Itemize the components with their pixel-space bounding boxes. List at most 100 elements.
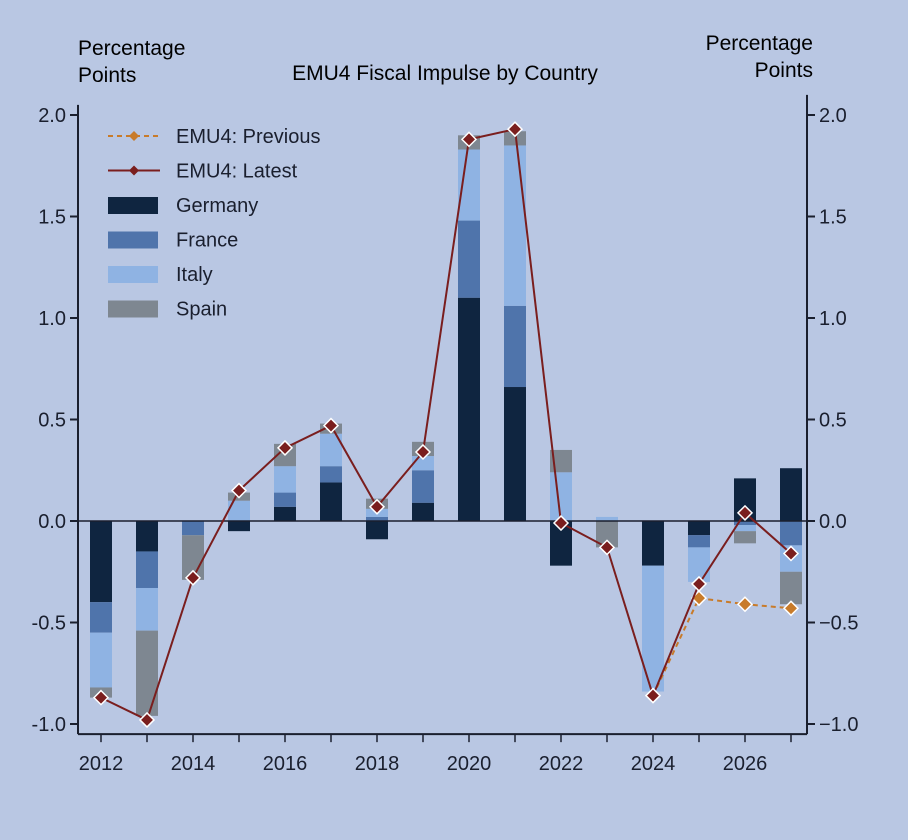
line-series-1 bbox=[100, 127, 792, 722]
right-axis-label-line1: Percentage bbox=[706, 32, 813, 55]
lines-layer bbox=[92, 121, 800, 729]
marker-series-1-2015 bbox=[230, 482, 248, 499]
x-tick-label-2022: 2022 bbox=[539, 753, 584, 775]
bar-france-2016 bbox=[274, 492, 296, 507]
bar-italy-2016 bbox=[274, 466, 296, 493]
legend-label-line-0: EMU4: Previous bbox=[176, 126, 321, 148]
marker-series-1-2027 bbox=[782, 545, 800, 562]
bar-spain-2013 bbox=[136, 630, 158, 716]
x-tick-label-2012: 2012 bbox=[79, 753, 124, 775]
legend-marker-1 bbox=[129, 165, 139, 176]
bar-italy-2020 bbox=[458, 149, 480, 221]
x-tick-label-2024: 2024 bbox=[631, 753, 676, 775]
bar-germany-2015 bbox=[228, 521, 250, 532]
x-tick-label-2016: 2016 bbox=[263, 753, 308, 775]
legend-label-spain: Spain bbox=[176, 299, 227, 321]
x-tick-label-2026: 2026 bbox=[723, 753, 768, 775]
bar-spain-2026 bbox=[734, 531, 756, 544]
left-tick-label-1: 1.5 bbox=[38, 207, 66, 229]
bar-france-2025 bbox=[688, 535, 710, 548]
marker-series-1-2014 bbox=[184, 569, 202, 586]
bar-italy-2024 bbox=[642, 565, 664, 692]
bar-germany-2021 bbox=[504, 387, 526, 521]
bars-layer bbox=[90, 131, 802, 716]
bar-italy-2026 bbox=[734, 525, 756, 532]
x-tick-label-2014: 2014 bbox=[171, 753, 216, 775]
legend-swatch-germany bbox=[108, 197, 158, 214]
bar-germany-2022 bbox=[550, 521, 572, 566]
marker-series-0-2027 bbox=[782, 600, 800, 617]
x-tick-label-2018: 2018 bbox=[355, 753, 400, 775]
bar-italy-2021 bbox=[504, 145, 526, 306]
marker-series-1-2021 bbox=[506, 121, 524, 138]
marker-series-1-2016 bbox=[276, 439, 294, 456]
marker-series-1-2018 bbox=[368, 498, 386, 515]
right-tick-label-0: 2.0 bbox=[819, 105, 847, 127]
line-series-0 bbox=[652, 597, 792, 697]
bar-spain-2022 bbox=[550, 449, 572, 473]
right-tick-label-1: 1.5 bbox=[819, 207, 847, 229]
marker-series-1-2020 bbox=[460, 131, 478, 148]
right-tick-label-4: 0.0 bbox=[819, 511, 847, 533]
legend-label-france: France bbox=[176, 230, 238, 252]
right-tick-label-5: −0.5 bbox=[819, 613, 858, 635]
bar-france-2014 bbox=[182, 521, 204, 536]
marker-series-1-2012 bbox=[92, 689, 110, 706]
bar-spain-2027 bbox=[780, 571, 802, 605]
legend-label-germany: Germany bbox=[176, 195, 258, 217]
axes-layer: 2.0 2.0 1.5 1.5 1.0 1.0 0.5 0.5 0.0 0.0 -0.5 −0.5 -1… bbox=[32, 94, 858, 775]
right-tick-label-6: −1.0 bbox=[819, 714, 858, 736]
marker-series-1-2026 bbox=[736, 504, 754, 521]
marker-series-1-2017 bbox=[322, 417, 340, 434]
marker-series-0-2026 bbox=[736, 596, 754, 613]
bar-germany-2016 bbox=[274, 506, 296, 521]
legend-label-line-1: EMU4: Latest bbox=[176, 161, 298, 183]
bar-france-2012 bbox=[90, 602, 112, 633]
legend-swatch-spain bbox=[108, 300, 158, 318]
bar-germany-2020 bbox=[458, 297, 480, 521]
marker-series-1-2013 bbox=[138, 711, 156, 729]
left-tick-label-6: -1.0 bbox=[32, 714, 66, 736]
bar-germany-2012 bbox=[90, 521, 112, 603]
marker-series-1-2022 bbox=[552, 514, 570, 532]
legend: EMU4: Previous EMU4: Latest Germany France I… bbox=[108, 126, 321, 321]
x-tick-label-2020: 2020 bbox=[447, 753, 492, 775]
bar-italy-2012 bbox=[90, 632, 112, 688]
left-axis-label-line2: Points bbox=[78, 64, 136, 87]
bar-france-2018 bbox=[366, 516, 388, 521]
bar-germany-2019 bbox=[412, 502, 434, 521]
bar-france-2019 bbox=[412, 470, 434, 503]
marker-series-1-2024 bbox=[644, 687, 662, 704]
right-tick-label-3: 0.5 bbox=[819, 410, 847, 432]
bar-germany-2025 bbox=[688, 521, 710, 536]
marker-series-1-2025 bbox=[690, 575, 708, 592]
bar-france-2017 bbox=[320, 466, 342, 483]
bar-italy-2023 bbox=[596, 516, 618, 521]
bar-italy-2017 bbox=[320, 433, 342, 467]
bar-italy-2015 bbox=[228, 500, 250, 521]
bar-italy-2013 bbox=[136, 587, 158, 631]
marker-series-1-2023 bbox=[598, 539, 616, 556]
bar-germany-2024 bbox=[642, 521, 664, 566]
bar-france-2027 bbox=[780, 521, 802, 546]
left-tick-label-0: 2.0 bbox=[38, 105, 66, 127]
marker-series-1-2019 bbox=[414, 443, 432, 461]
bar-spain-2023 bbox=[596, 521, 618, 548]
bar-italy-2025 bbox=[688, 547, 710, 582]
legend-swatch-italy bbox=[108, 266, 158, 283]
legend-label-italy: Italy bbox=[176, 264, 213, 286]
chart-title: EMU4 Fiscal Impulse by Country bbox=[292, 62, 598, 85]
bar-spain-2021 bbox=[504, 131, 526, 146]
legend-swatch-france bbox=[108, 231, 158, 249]
left-tick-label-5: -0.5 bbox=[32, 613, 66, 635]
right-axis-label-line2: Points bbox=[755, 59, 813, 82]
left-axis-label-line1: Percentage bbox=[78, 37, 185, 60]
bar-france-2026 bbox=[734, 521, 756, 526]
bar-germany-2018 bbox=[366, 521, 388, 540]
left-tick-label-3: 0.5 bbox=[38, 410, 66, 432]
legend-marker-0 bbox=[129, 131, 139, 141]
bar-france-2021 bbox=[504, 305, 526, 388]
left-tick-label-4: 0.0 bbox=[38, 511, 66, 533]
bar-germany-2013 bbox=[136, 521, 158, 552]
